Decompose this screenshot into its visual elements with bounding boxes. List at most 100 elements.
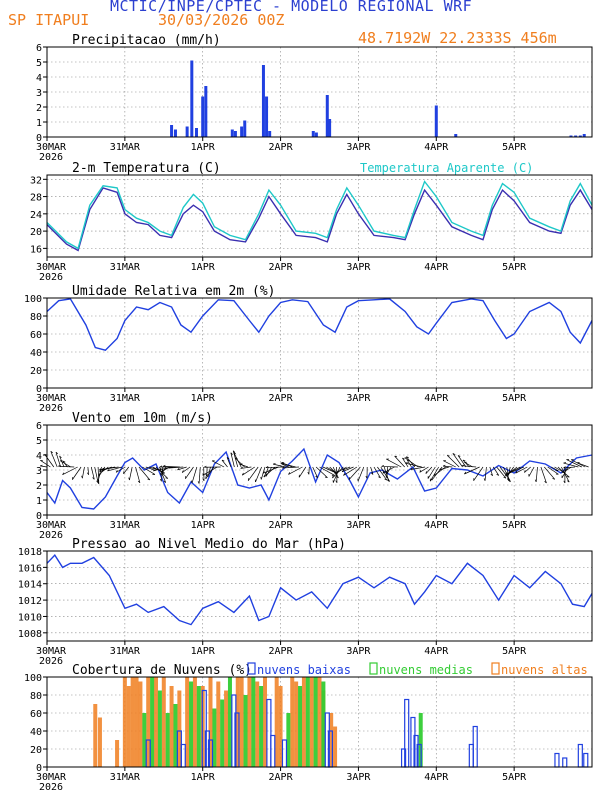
x-tick-label: 5APR [502, 262, 527, 273]
x-tick-label: 30MAR [36, 262, 67, 273]
wind-arrow [341, 466, 354, 473]
wind-arrow [265, 466, 283, 469]
cloud-bar-nuvens-altas [169, 686, 174, 767]
x-tick-label: 2APR [269, 646, 294, 657]
y-tick-label: 0 [36, 133, 42, 144]
y-tick-label: 4 [36, 73, 42, 84]
wind-arrow [439, 466, 450, 471]
wind-arrow [461, 465, 477, 468]
wind-arrow [410, 466, 426, 470]
precip-bar [204, 86, 208, 137]
wind-arrowhead [221, 459, 225, 462]
wind-arrow [211, 460, 225, 468]
precip-bar [243, 120, 247, 137]
wind-arrowhead [462, 459, 466, 462]
wind-arrowhead [505, 472, 508, 475]
panel-title: Vento em 10m (m/s) [72, 411, 213, 426]
wind-arrowhead [163, 464, 166, 467]
cloud-bar-nuvens-medias [196, 686, 201, 767]
wind-arrow [326, 466, 337, 474]
wind-arrow [239, 463, 249, 468]
x-tick-label: 3APR [346, 772, 371, 783]
x-tick-label: 4APR [424, 772, 449, 783]
wind-arrowhead [265, 466, 269, 468]
y-tick-label: 40 [30, 348, 42, 359]
cloud-bar-nuvens-medias [157, 690, 162, 767]
x-year-label: 2026 [39, 272, 63, 283]
wind-arrow [457, 455, 467, 468]
cloud-bar-nuvens-altas [290, 677, 295, 767]
precip-bar [173, 129, 177, 137]
wind-arrowhead [506, 478, 509, 481]
wind-arrow [370, 466, 374, 475]
y-tick-label: 3 [36, 88, 42, 99]
y-tick-label: 0 [36, 384, 42, 395]
y-tick-label: 24 [30, 210, 42, 221]
precip-bar [268, 131, 272, 137]
wind-arrowhead [406, 456, 409, 458]
cloud-bar-nuvens-baixas [554, 752, 560, 768]
y-tick-label: 5 [36, 436, 42, 447]
wind-arrow [205, 466, 215, 480]
precip-bar [233, 131, 237, 137]
x-tick-label: 31MAR [110, 142, 141, 153]
wind-arrowhead [402, 457, 405, 460]
wind-arrow [425, 466, 433, 474]
wind-arrow [386, 466, 392, 475]
cloud-bar-nuvens-altas [93, 704, 98, 767]
x-year-label: 2026 [39, 403, 63, 414]
wind-arrow [298, 466, 307, 478]
wind-arrowhead [163, 480, 166, 483]
wind-arrow [508, 466, 525, 474]
panel-frame [46, 424, 593, 516]
cloud-bar-nuvens-medias [189, 681, 194, 767]
wind-arrow [383, 466, 390, 482]
y-tick-label: 1010 [18, 612, 42, 623]
cloud-bar-nuvens-altas [301, 677, 306, 767]
y-tick-label: 20 [30, 745, 42, 756]
cloud-bar-nuvens-altas [154, 677, 158, 767]
header-title: MCTIC/INPE/CPTEC - MODELO REGIONAL WRF [110, 0, 473, 15]
y-tick-label: 20 [30, 366, 42, 377]
cloud-bar-nuvens-altas [247, 677, 252, 767]
precip-bar [314, 132, 318, 137]
panel-frame [46, 676, 593, 768]
cloud-bar-nuvens-altas [278, 686, 283, 767]
wind-arrow [182, 466, 191, 473]
wind-arrowhead [335, 480, 338, 483]
wind-arrowhead [433, 473, 436, 476]
wind-arrow [221, 459, 228, 468]
wind-arrowhead [234, 457, 238, 459]
cloud-bar-nuvens-altas [115, 740, 120, 767]
cloud-bar-nuvens-altas [239, 677, 244, 767]
wind-arrowhead [534, 479, 537, 483]
wind-arrowhead [425, 471, 427, 474]
panel-title: 2-m Temperatura (C) [72, 161, 221, 176]
cloud-bar-nuvens-altas [130, 677, 135, 767]
wind-arrow [159, 466, 174, 471]
wind-arrow [343, 466, 358, 476]
wind-arrowhead [405, 462, 408, 464]
wind-arrowhead [461, 464, 465, 467]
wind-arrow [576, 462, 589, 468]
wind-arrowhead [288, 472, 291, 475]
wind-arrowhead [263, 474, 266, 478]
wind-arrowhead [378, 476, 381, 479]
x-tick-label: 2APR [269, 520, 294, 531]
x-tick-label: 4APR [424, 142, 449, 153]
wind-arrowhead [128, 477, 130, 481]
wind-arrowhead [230, 452, 233, 455]
wind-arrowhead [262, 471, 265, 474]
x-tick-label: 30MAR [36, 142, 67, 153]
wind-arrow [149, 466, 158, 471]
wind-arrowhead [107, 468, 110, 472]
precip-bar [261, 65, 265, 137]
cloud-bar-nuvens-altas [294, 681, 299, 767]
x-tick-label: 5APR [502, 520, 527, 531]
x-tick-label: 2APR [269, 393, 294, 404]
cloud-bar-nuvens-altas [317, 677, 322, 767]
wind-arrow [312, 466, 318, 478]
x-tick-label: 5APR [502, 646, 527, 657]
cloud-bar-nuvens-medias [286, 713, 291, 767]
wind-arrowhead [147, 478, 150, 481]
